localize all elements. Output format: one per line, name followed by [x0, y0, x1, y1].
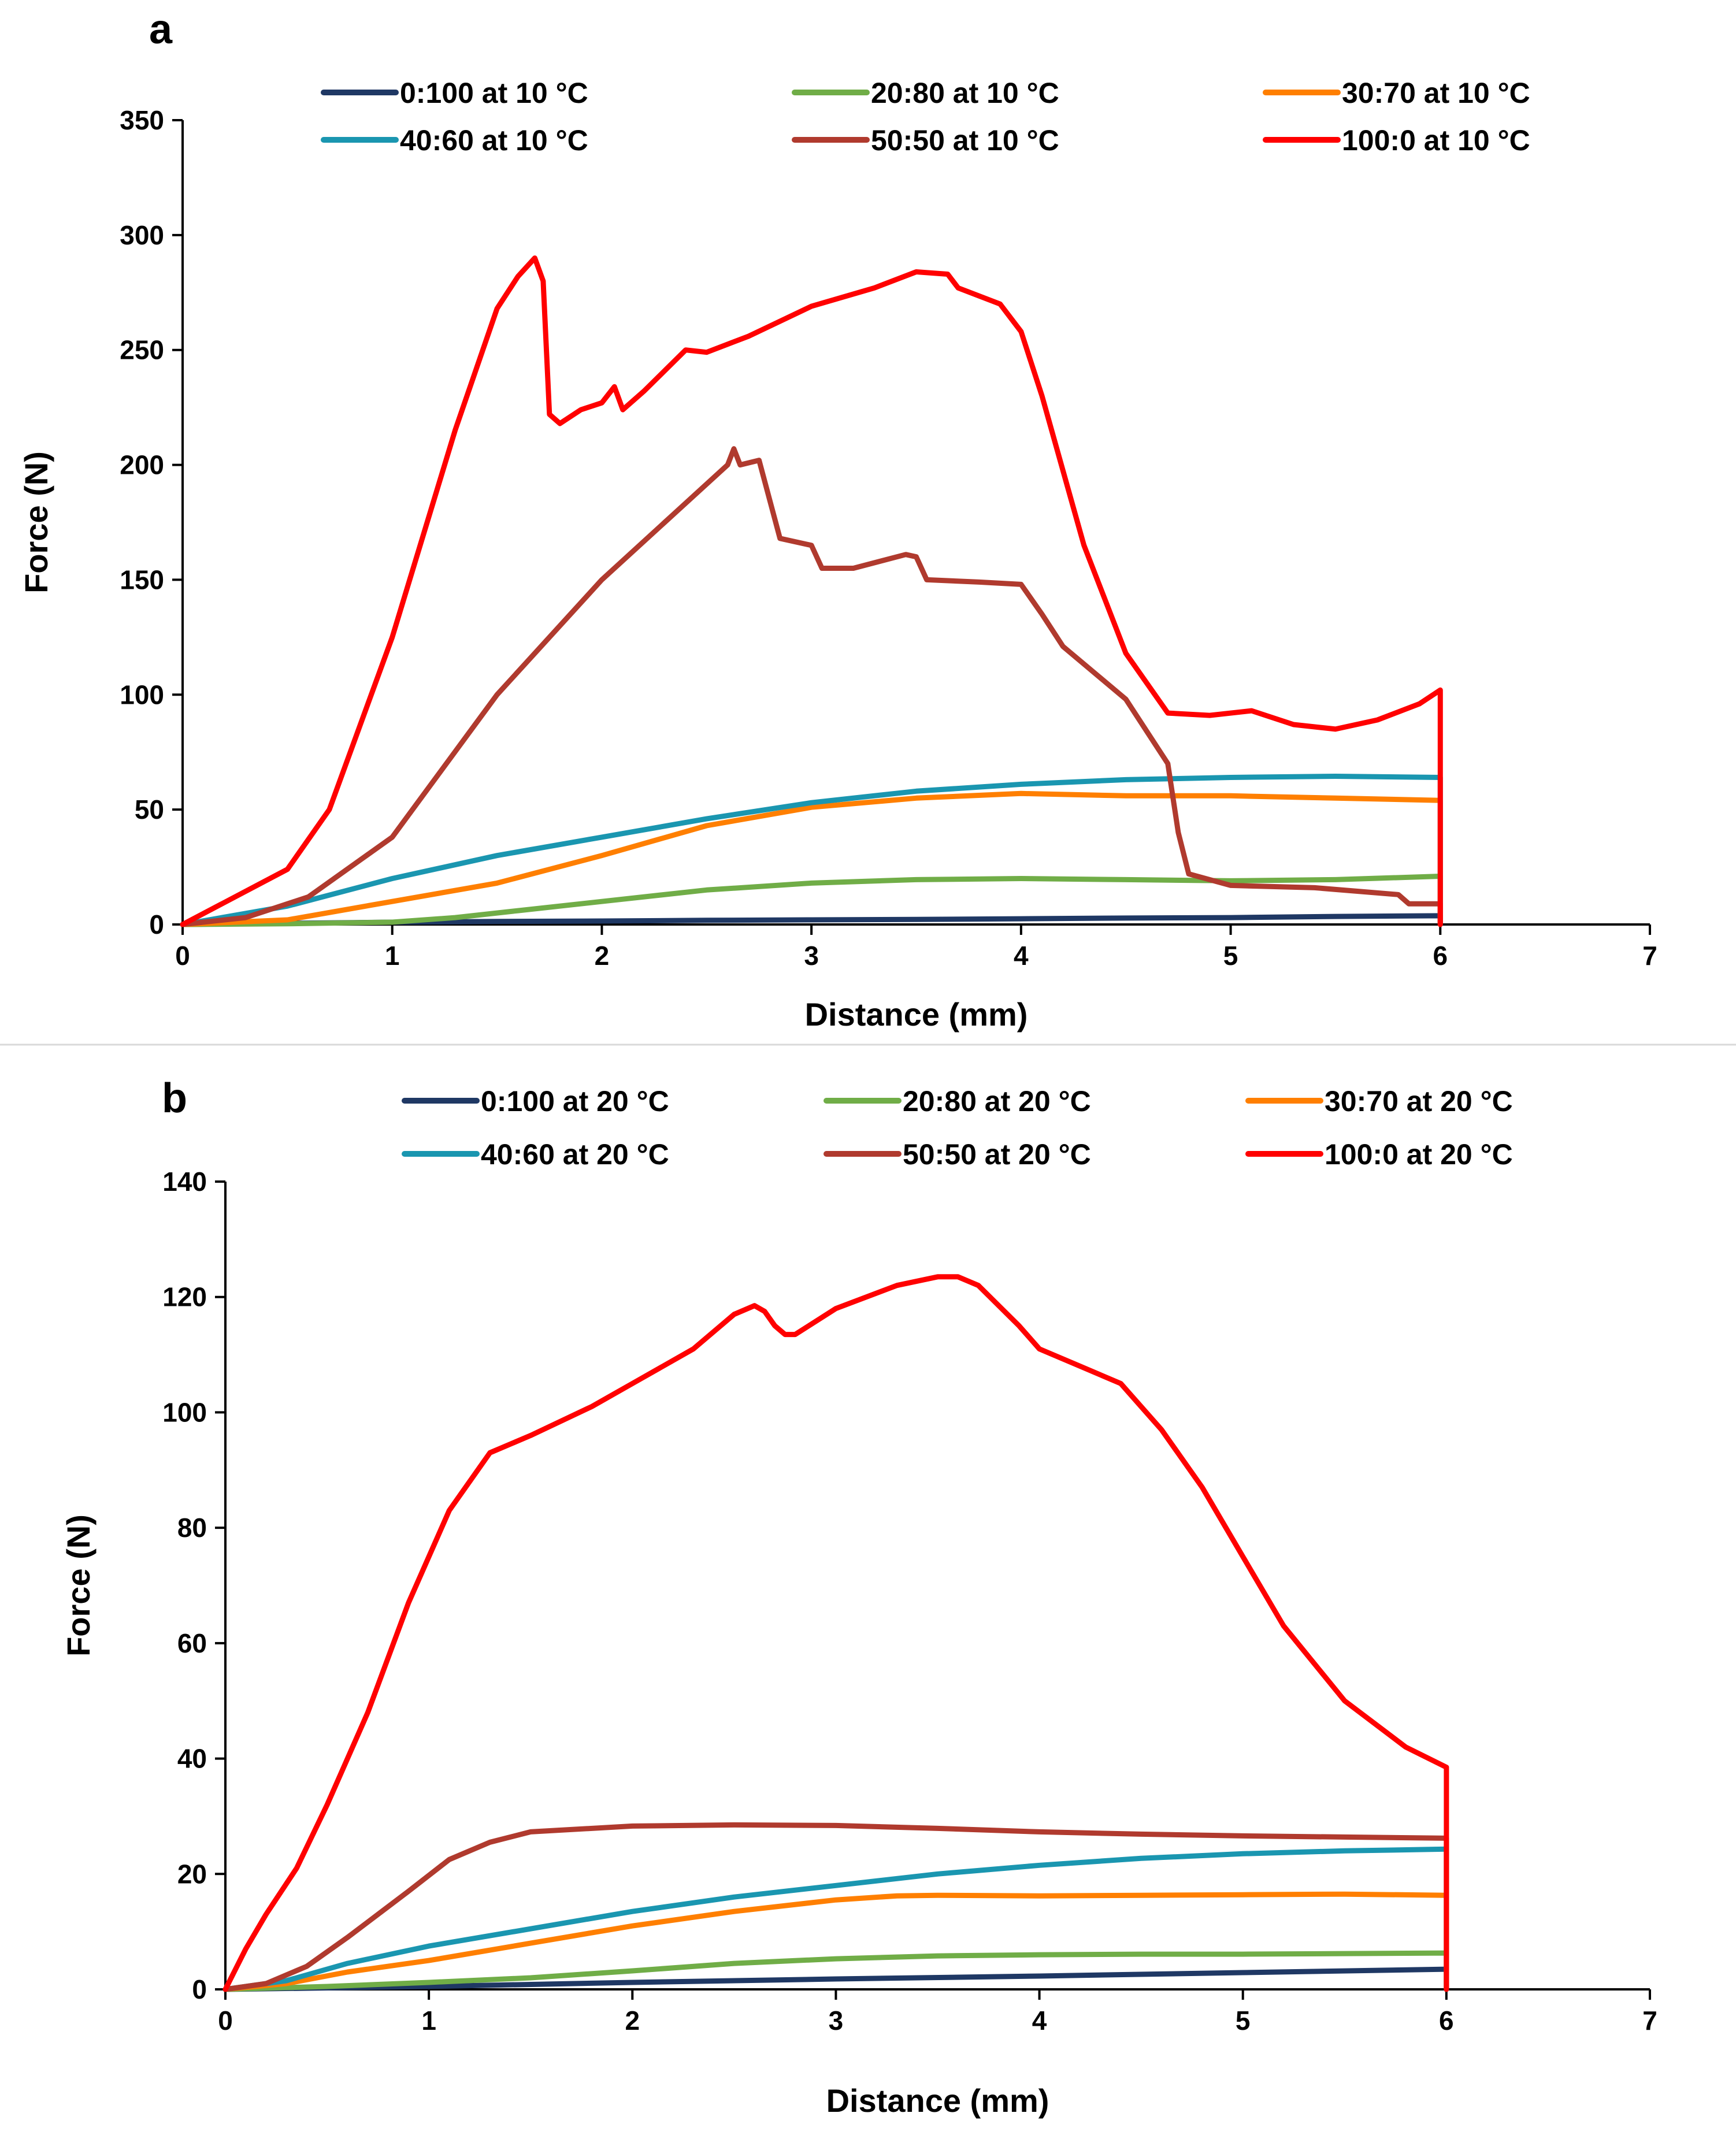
x-tick-label: 1: [385, 941, 400, 971]
series-line: [222, 1274, 1449, 1992]
series-line: [222, 1822, 1449, 1992]
x-tick-label: 1: [421, 2006, 436, 2036]
series-line: [222, 1950, 1449, 1992]
legend-label: 50:50 at 20 °C: [903, 1138, 1091, 1171]
legend-label: 30:70 at 20 °C: [1325, 1085, 1513, 1117]
legend-label: 20:80 at 10 °C: [871, 77, 1059, 109]
series-line: [180, 446, 1443, 927]
legend: 0:100 at 10 °C 20:80 at 10 °C 30:70 at 10 …: [321, 77, 1530, 157]
legend-label: 30:70 at 10 °C: [1342, 77, 1530, 109]
legend-label: 0:100 at 20 °C: [481, 1085, 669, 1117]
legend-label: 0:100 at 10 °C: [400, 77, 588, 109]
chart-panel-b: b 0:100 at 20 °C 20:80 at 20 °C 30:70 at 2…: [60, 1075, 1657, 2119]
y-tick-label: 0: [149, 909, 164, 939]
y-tick-label: 50: [135, 794, 164, 825]
y-tick-label: 250: [120, 335, 164, 365]
series-line: [180, 255, 1443, 927]
plot-area: 0 50 100 150 200 250 300 350 0 1 2 3 4 5 6 7: [120, 105, 1657, 971]
y-tick-label: 0: [192, 1974, 207, 2004]
chart-panel-a: a 0:100 at 10 °C 20:80 at 10 °C 30:70 at 1…: [18, 6, 1657, 1033]
y-tick-label: 60: [177, 1628, 207, 1658]
x-tick-label: 4: [1014, 941, 1029, 971]
x-tick-label: 2: [625, 2006, 640, 2036]
legend-label: 50:50 at 10 °C: [871, 124, 1059, 157]
y-tick-label: 350: [120, 105, 164, 135]
x-tick-label: 5: [1223, 941, 1238, 971]
y-axis-title: Force (N): [60, 1514, 97, 1657]
x-axis-title: Distance (mm): [826, 2082, 1049, 2119]
legend: 0:100 at 20 °C 20:80 at 20 °C 30:70 at 20 …: [402, 1085, 1513, 1171]
y-tick-label: 100: [120, 679, 164, 710]
series-line: [222, 1891, 1449, 1992]
x-tick-label: 7: [1642, 941, 1657, 971]
panel-label: b: [162, 1075, 187, 1122]
legend-label: 100:0 at 20 °C: [1325, 1138, 1513, 1171]
plot-area: 0 20 40 60 80 100 120 140 0 1 2 3 4 5 6 7: [162, 1167, 1657, 2036]
legend-label: 100:0 at 10 °C: [1342, 124, 1530, 157]
x-tick-label: 5: [1236, 2006, 1251, 2036]
y-tick-label: 150: [120, 565, 164, 595]
x-tick-label: 2: [595, 941, 610, 971]
x-tick-label: 4: [1032, 2006, 1047, 2036]
series-line: [222, 1846, 1449, 1992]
y-tick-label: 300: [120, 220, 164, 250]
y-tick-label: 200: [120, 450, 164, 480]
y-axis-title: Force (N): [18, 451, 54, 593]
legend-label: 40:60 at 20 °C: [481, 1138, 669, 1171]
y-tick-label: 20: [177, 1859, 207, 1889]
legend-label: 40:60 at 10 °C: [400, 124, 588, 157]
y-tick-label: 80: [177, 1513, 207, 1543]
x-tick-label: 0: [175, 941, 190, 971]
x-tick-label: 3: [829, 2006, 844, 2036]
series-line: [222, 1966, 1449, 1992]
y-tick-label: 140: [162, 1167, 207, 1197]
y-tick-label: 100: [162, 1397, 207, 1427]
y-tick-label: 40: [177, 1744, 207, 1774]
x-tick-label: 0: [218, 2006, 233, 2036]
x-tick-label: 6: [1433, 941, 1448, 971]
series-line: [180, 874, 1443, 927]
x-axis-title: Distance (mm): [805, 996, 1028, 1033]
series-line: [180, 774, 1443, 927]
series-line: [180, 790, 1443, 927]
legend-label: 20:80 at 20 °C: [903, 1085, 1091, 1117]
panel-label: a: [149, 6, 173, 53]
x-tick-label: 7: [1642, 2006, 1657, 2036]
x-tick-label: 6: [1439, 2006, 1454, 2036]
y-tick-label: 120: [162, 1282, 207, 1312]
x-tick-label: 3: [804, 941, 819, 971]
